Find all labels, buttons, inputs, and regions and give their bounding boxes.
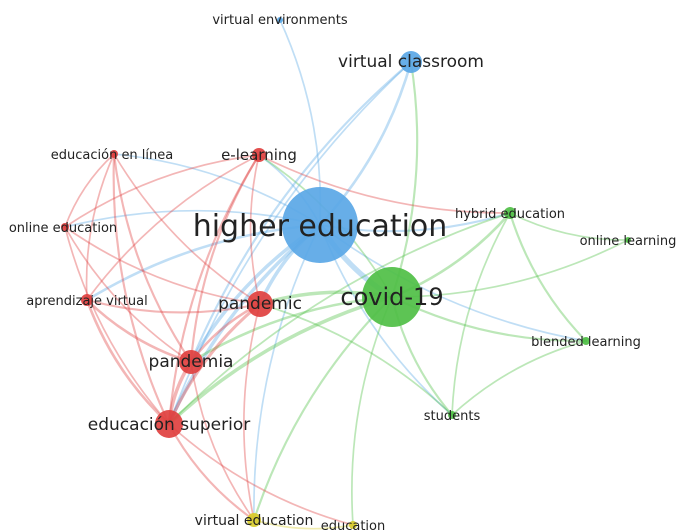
node-blended-learning[interactable] [582, 337, 590, 345]
link-e-learning-online-education [64, 154, 260, 228]
node-students[interactable] [448, 411, 456, 419]
label-education[interactable]: education [321, 519, 386, 531]
link-hybrid-education-blended-learning [508, 211, 588, 343]
link-virtual-education-education [253, 519, 354, 530]
link-e-learning-pandemic [249, 154, 261, 305]
nodes-layer [61, 17, 631, 529]
label-higher-education[interactable]: higher education [193, 209, 448, 244]
link-e-learning-pandemia [189, 153, 261, 364]
label-pandemia[interactable]: pandemia [149, 352, 234, 372]
link-higher-education-blended-learning [319, 224, 587, 342]
link-students-pandemic [259, 303, 453, 416]
link-online-education-pandemia [64, 226, 192, 363]
links-layer [64, 19, 629, 530]
link-covid-19-virtual-education [252, 295, 394, 522]
node-e-learning[interactable] [252, 148, 266, 162]
link-educacion-superior-education [168, 423, 354, 526]
node-online-learning[interactable] [625, 237, 631, 243]
node-pandemic[interactable] [247, 291, 273, 317]
link-covid-19-online-learning [391, 239, 629, 298]
label-aprendizaje-virtual[interactable]: aprendizaje virtual [26, 294, 147, 309]
link-covid-19-education [351, 296, 393, 526]
node-aprendizaje-virtual[interactable] [81, 294, 93, 306]
link-aprendizaje-virtual-pandemia [85, 298, 193, 364]
link-educacion-en-linea-educacion-superior [112, 152, 171, 426]
label-pandemic[interactable]: pandemic [218, 294, 302, 314]
label-virtual-education[interactable]: virtual education [195, 513, 314, 529]
label-students[interactable]: students [424, 409, 481, 424]
link-pandemic-virtual-education [243, 303, 261, 521]
label-virtual-environments[interactable]: virtual environments [212, 13, 347, 28]
label-hybrid-education[interactable]: hybrid education [455, 207, 565, 222]
link-higher-education-virtual-education [253, 224, 321, 521]
node-educacion-en-linea[interactable] [110, 150, 118, 158]
node-virtual-classroom[interactable] [400, 51, 422, 73]
link-educacion-en-linea-pandemic [113, 153, 261, 305]
node-education[interactable] [349, 521, 357, 529]
link-educacion-en-linea-pandemia [112, 152, 193, 364]
label-online-education[interactable]: online education [9, 221, 117, 236]
node-covid-19[interactable] [362, 267, 422, 327]
label-covid-19[interactable]: covid-19 [340, 283, 443, 311]
link-pandemic-educacion-superior [167, 302, 262, 426]
link-educacion-superior-virtual-education [167, 422, 256, 522]
node-educacion-superior[interactable] [155, 410, 183, 438]
link-e-learning-aprendizaje-virtual [86, 154, 260, 301]
node-virtual-education[interactable] [247, 513, 261, 527]
link-educacion-en-linea-aprendizaje-virtual [85, 153, 115, 301]
node-higher-education[interactable] [282, 187, 358, 263]
link-hybrid-education-educacion-superior [168, 212, 511, 425]
link-educacion-en-linea-online-education [64, 153, 115, 228]
link-pandemia-virtual-education [190, 361, 255, 521]
link-virtual-classroom-pandemia [189, 60, 413, 364]
link-hybrid-education-students [451, 212, 511, 416]
label-online-learning[interactable]: online learning [580, 234, 676, 249]
node-virtual-environments[interactable] [277, 17, 283, 23]
label-blended-learning[interactable]: blended learning [531, 335, 641, 350]
labels-layer: virtual environments virtual classroom e… [9, 13, 676, 531]
link-e-learning-educacion-superior [167, 153, 261, 426]
label-virtual-classroom[interactable]: virtual classroom [338, 52, 484, 72]
label-educacion-en-linea[interactable]: educación en línea [51, 148, 173, 163]
link-covid-19-educacion-superior [167, 295, 394, 426]
link-hybrid-education-online-learning [509, 212, 629, 241]
link-aprendizaje-virtual-educacion-superior [85, 298, 171, 426]
node-online-education[interactable] [61, 223, 69, 231]
label-educacion-superior[interactable]: educación superior [88, 415, 250, 435]
label-e-learning[interactable]: e-learning [221, 146, 297, 164]
node-hybrid-education[interactable] [504, 207, 516, 219]
node-pandemia[interactable] [179, 350, 203, 374]
link-online-education-pandemic [64, 226, 261, 305]
link-e-learning-hybrid-education [258, 154, 511, 214]
link-covid-19-virtual-classroom [390, 60, 419, 299]
link-aprendizaje-virtual-pandemic [85, 298, 262, 314]
link-blended-learning-students [451, 340, 587, 416]
link-online-education-educacion-superior [64, 226, 170, 425]
